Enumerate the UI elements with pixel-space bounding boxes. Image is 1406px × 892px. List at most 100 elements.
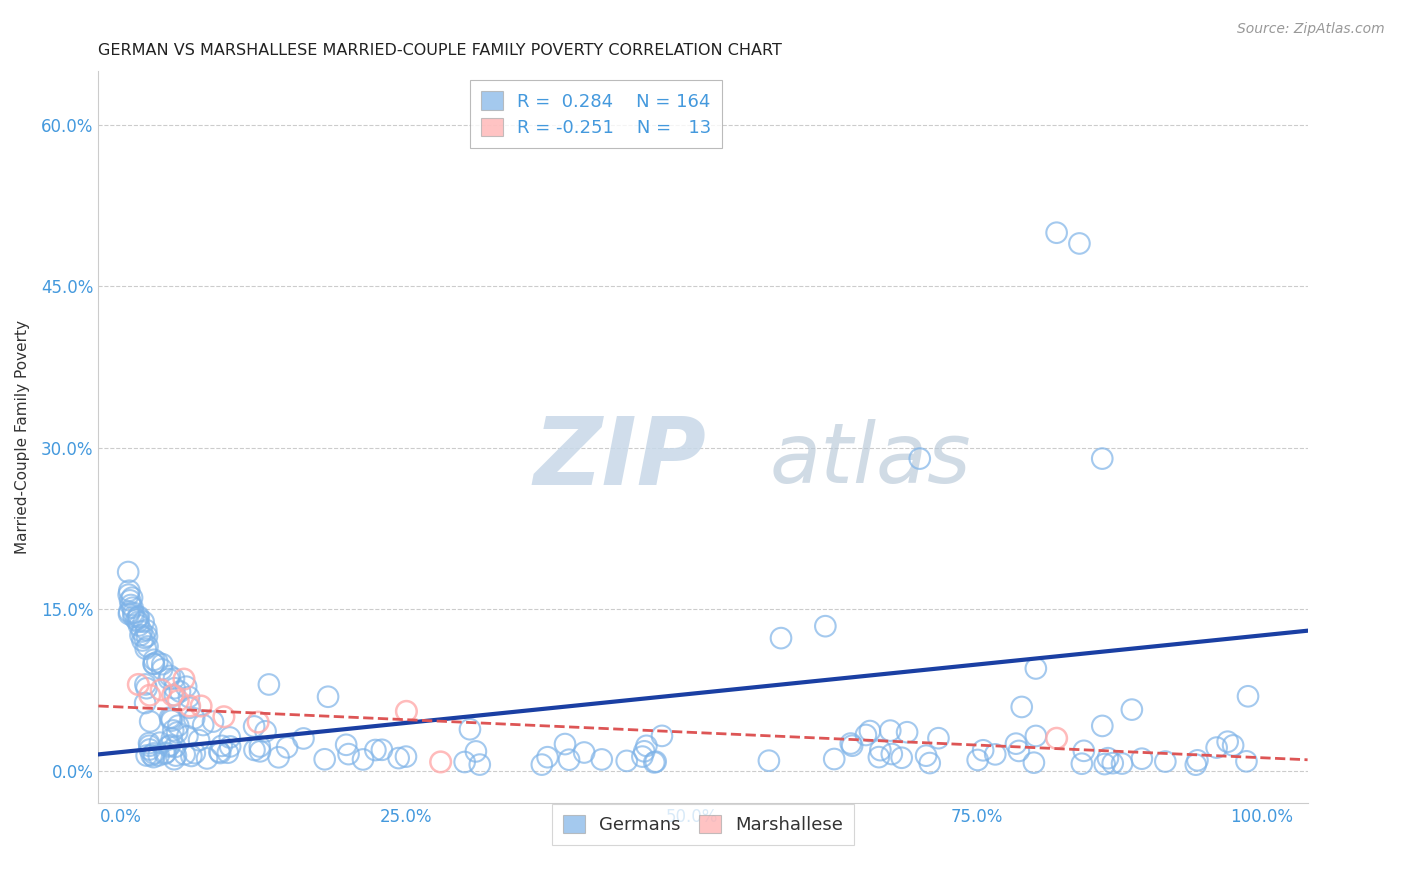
Point [651,729,673,743]
Point [1187,753,1209,767]
Point [135,641,157,656]
Point [1121,703,1143,717]
Point [173,672,195,686]
Point [1046,731,1069,746]
Point [131,624,153,639]
Point [1237,690,1260,704]
Point [591,752,613,766]
Point [1205,740,1227,755]
Point [769,631,792,645]
Point [352,752,374,766]
Point [134,677,156,691]
Point [316,690,339,704]
Point [276,740,298,755]
Point [1222,739,1244,753]
Point [180,748,202,763]
Point [243,719,266,733]
Point [243,743,266,757]
Point [1008,744,1031,758]
Point [1154,755,1177,769]
Point [163,672,186,686]
Point [146,655,169,669]
Point [879,723,901,738]
Point [141,748,163,763]
Point [120,598,142,612]
Point [644,755,666,769]
Point [841,739,863,753]
Point [183,711,205,725]
Point [122,606,145,620]
Point [209,746,232,760]
Point [129,628,152,642]
Point [1005,737,1028,751]
Point [633,744,655,758]
Point [1070,756,1092,771]
Point [211,739,233,753]
Point [135,681,157,696]
Point [157,739,180,754]
Point [257,677,280,691]
Point [150,662,173,676]
Point [160,711,183,725]
Point [201,714,224,729]
Point [1097,751,1119,765]
Point [558,753,581,767]
Point [160,731,183,746]
Point [150,657,173,672]
Point [159,711,181,725]
Point [167,719,190,733]
Point [190,698,212,713]
Point [177,690,200,704]
Point [314,752,336,766]
Point [159,739,181,753]
Point [839,737,862,751]
Point [117,565,139,579]
Text: ZIP: ZIP [534,413,707,505]
Point [128,609,150,624]
Point [188,733,211,747]
Point [814,619,837,633]
Point [139,714,162,729]
Point [890,751,912,765]
Point [880,747,903,761]
Point [1046,226,1069,240]
Point [1025,729,1047,743]
Point [163,752,186,766]
Point [127,677,149,691]
Point [1011,700,1033,714]
Point [453,755,475,769]
Point [167,693,190,707]
Point [142,657,165,671]
Point [337,747,360,761]
Point [169,684,191,698]
Point [1073,744,1095,758]
Point [371,743,394,757]
Point [142,657,165,671]
Point [163,681,186,696]
Point [217,746,239,760]
Point [1111,756,1133,771]
Point [247,715,270,730]
Point [159,669,181,683]
Point [121,591,143,605]
Point [134,696,156,710]
Point [908,451,931,466]
Point [135,623,157,637]
Point [536,750,558,764]
Point [395,749,418,764]
Point [364,743,387,757]
Point [134,631,156,645]
Point [136,640,159,654]
Point [136,629,159,643]
Point [636,739,658,753]
Point [138,739,160,753]
Point [127,615,149,629]
Point [142,750,165,764]
Point [292,731,315,746]
Point [143,653,166,667]
Point [1216,735,1239,749]
Point [966,753,988,767]
Point [135,748,157,763]
Y-axis label: Married-Couple Family Poverty: Married-Couple Family Poverty [15,320,30,554]
Point [208,745,231,759]
